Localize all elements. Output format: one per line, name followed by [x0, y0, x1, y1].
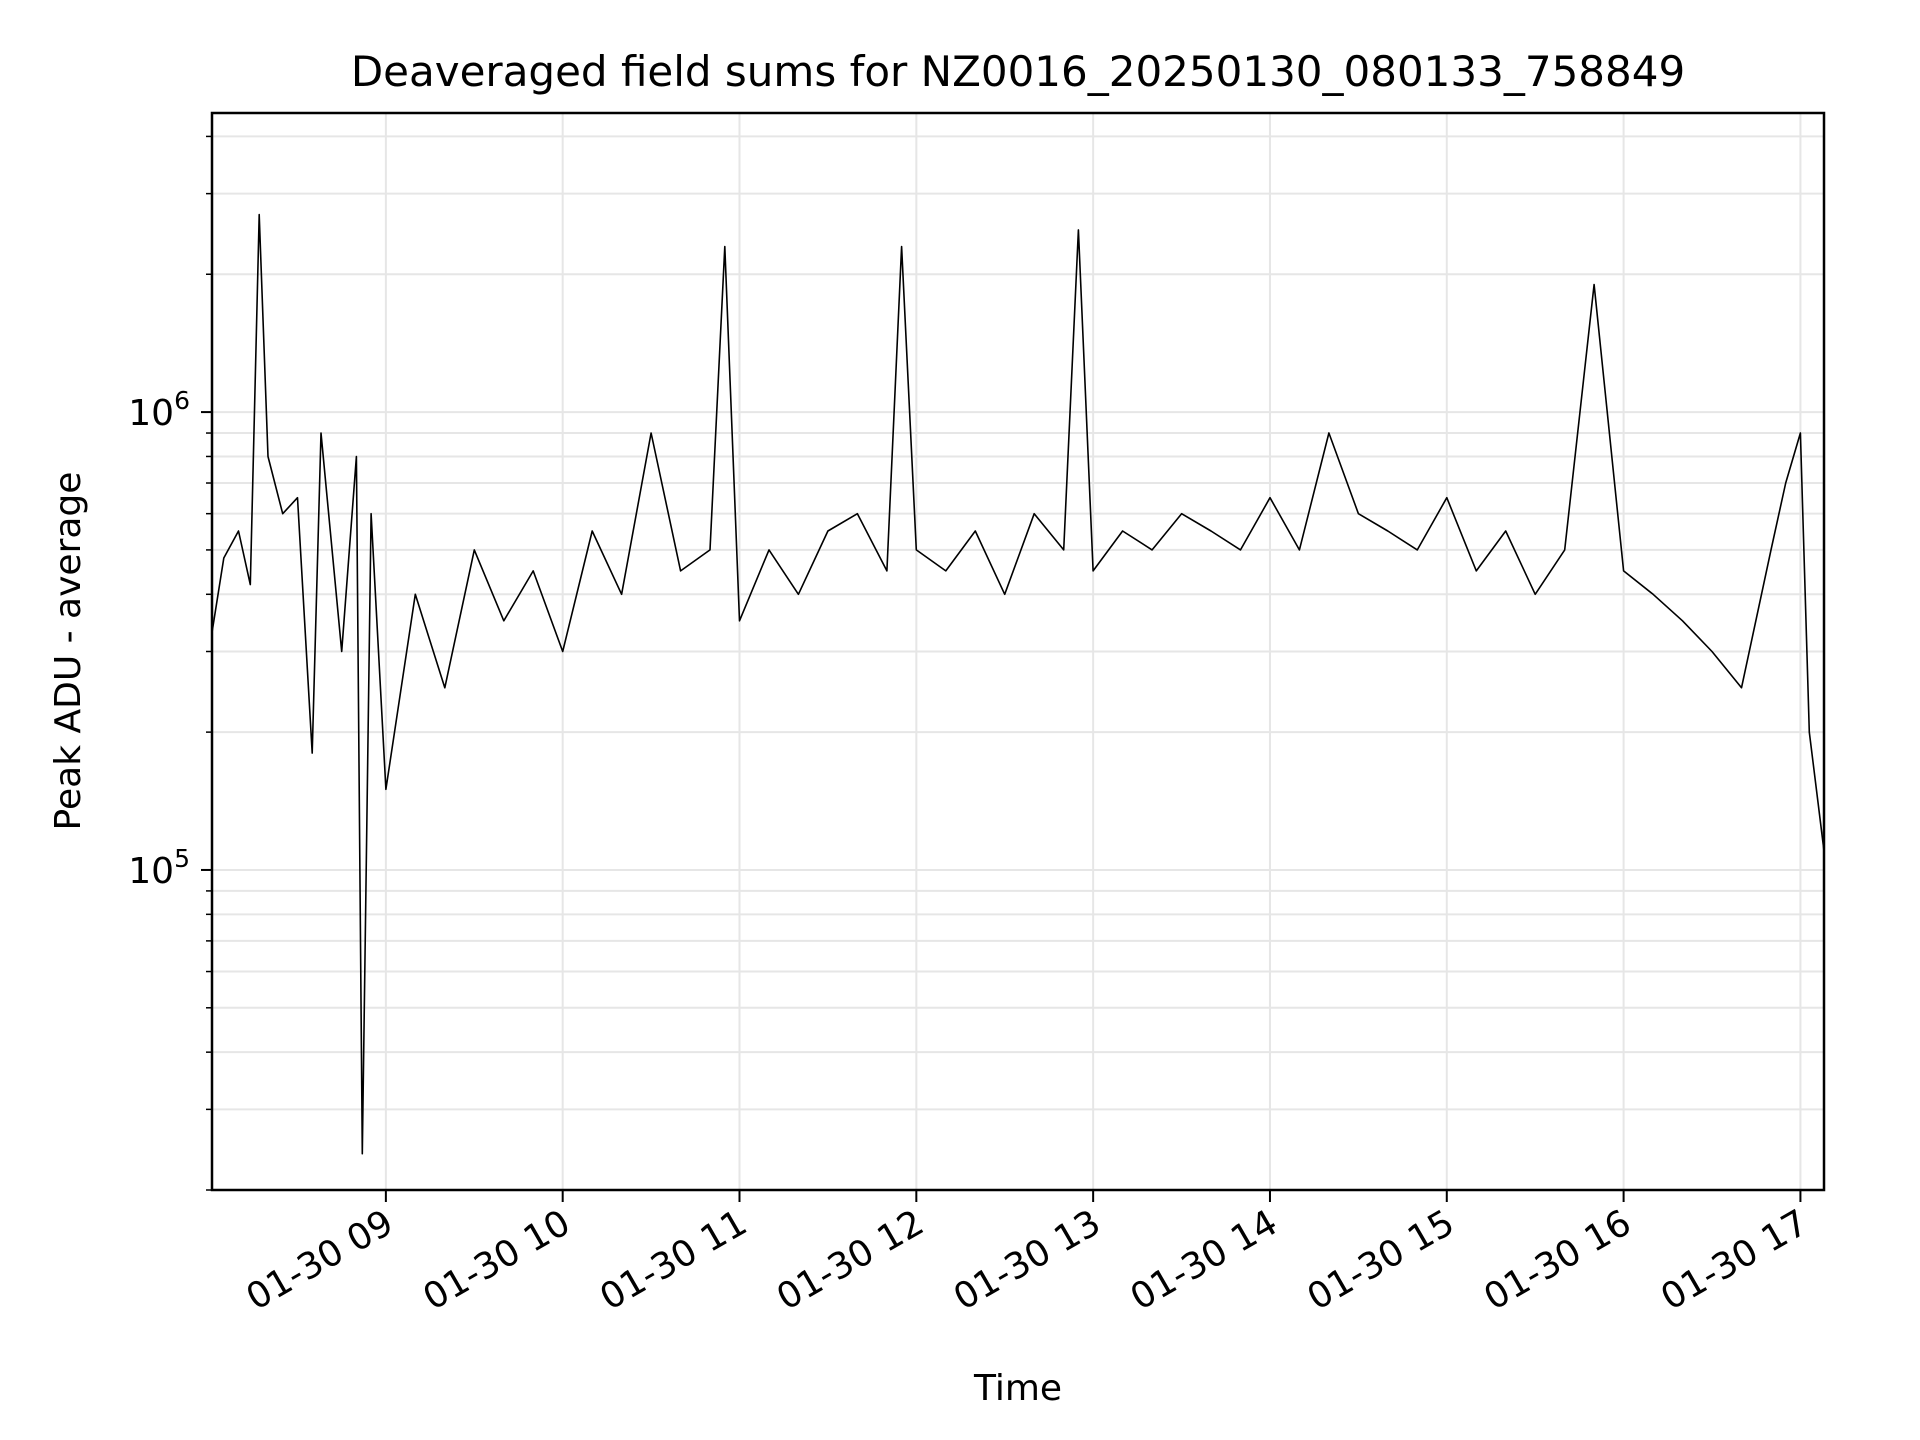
- series-trace: [211, 213, 1825, 1155]
- y-axis-ticks: 105 106: [128, 135, 212, 1191]
- series-line: [211, 213, 1825, 1155]
- y-axis-label: Peak ADU - average: [48, 472, 89, 831]
- chart-title: Deaveraged field sums for NZ0016_2025013…: [351, 47, 1685, 96]
- y-tick-label: 106: [128, 386, 190, 434]
- x-axis-label: Time: [973, 1368, 1062, 1409]
- y-tick-label: 105: [128, 844, 190, 892]
- grid: [212, 113, 1824, 1191]
